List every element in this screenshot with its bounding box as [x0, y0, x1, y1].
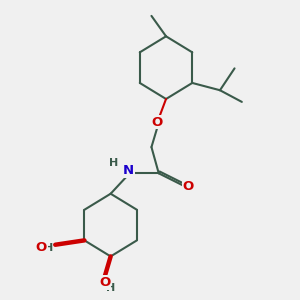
Text: H: H: [109, 158, 118, 168]
Text: O: O: [152, 116, 163, 129]
Text: O: O: [183, 180, 194, 193]
Text: O: O: [36, 241, 47, 254]
Text: N: N: [123, 164, 134, 178]
Text: H: H: [44, 243, 53, 253]
Text: H: H: [106, 283, 115, 292]
Text: O: O: [99, 276, 110, 289]
